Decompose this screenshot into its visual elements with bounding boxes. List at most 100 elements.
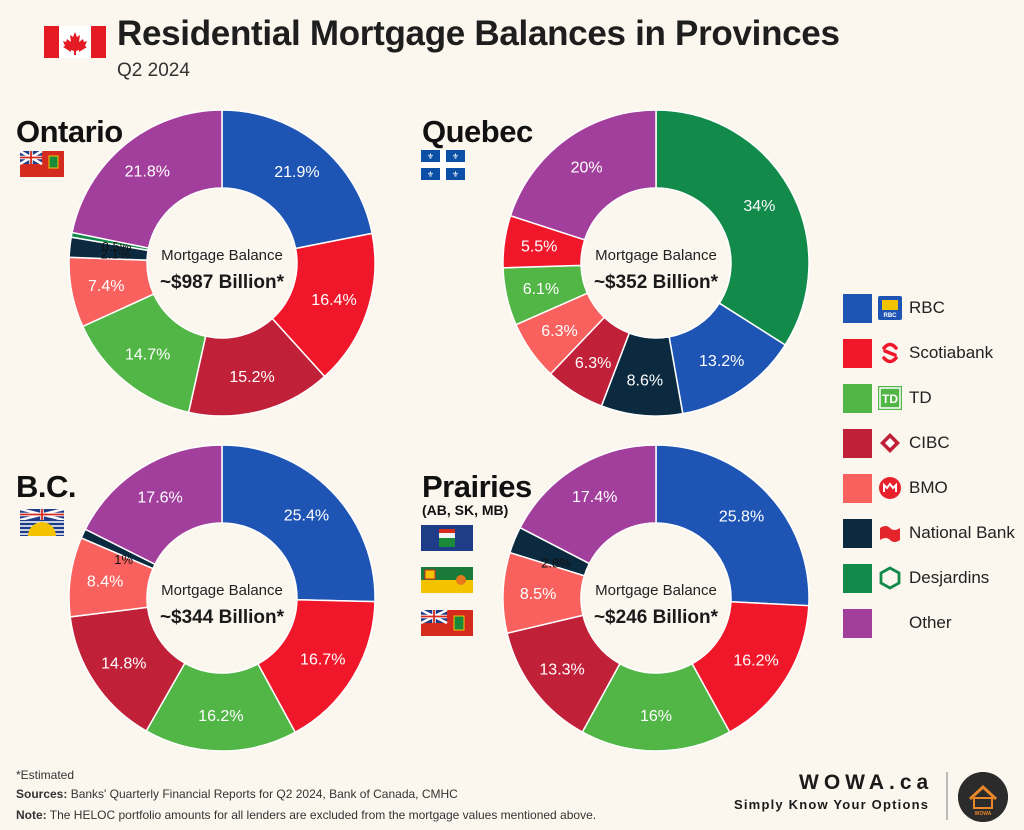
svg-text:⚜: ⚜: [452, 170, 459, 179]
slice-label-b-c--cibc: 14.8%: [101, 655, 146, 672]
slice-label-b-c--other: 17.6%: [137, 490, 182, 507]
brand-name: WOWA.ca: [799, 771, 934, 794]
center-label-quebec: Mortgage Balance: [595, 247, 717, 264]
slice-label-ontario-bmo: 7.4%: [88, 278, 124, 295]
alberta-flag-icon: [421, 525, 473, 551]
note-text: The HELOC portfolio amounts for all lend…: [46, 808, 597, 822]
legend-swatch-td: [843, 383, 872, 413]
slice-label-b-c--national-bank: 1%: [114, 552, 133, 567]
slice-label-ontario-scotiabank: 16.4%: [311, 292, 356, 309]
province-title-quebec: Quebec: [422, 114, 533, 149]
province-title-prairies: Prairies: [422, 469, 532, 504]
slice-label-prairies-cibc: 13.3%: [539, 661, 584, 678]
footnote-note: Note: The HELOC portfolio amounts for al…: [16, 808, 596, 822]
slice-label-b-c--scotiabank: 16.7%: [300, 651, 345, 668]
center-label-prairies: Mortgage Balance: [595, 582, 717, 599]
slice-prairies-other: [519, 444, 657, 565]
center-total-b-c-: ~$344 Billion*: [160, 607, 285, 628]
legend-item-other: Other: [843, 607, 952, 639]
legend-swatch-scotiabank: [843, 338, 872, 368]
legend-item-national-bank: National Bank: [843, 517, 1015, 549]
province-subtitle-prairies: (AB, SK, MB): [422, 502, 509, 518]
brand-divider: [946, 772, 948, 820]
legend-label-desjardins: Desjardins: [909, 568, 990, 587]
page-subtitle: Q2 2024: [117, 60, 190, 81]
manitoba-flag-icon: [421, 610, 473, 636]
slice-ontario-cibc: [187, 317, 326, 417]
quebec-flag-icon: ⚜ ⚜ ⚜ ⚜: [421, 150, 465, 180]
slice-label-quebec-rbc: 13.2%: [699, 353, 744, 370]
desjardins-logo-icon: [879, 566, 901, 590]
slice-b-c--rbc: [221, 444, 376, 603]
legend-swatch-rbc: [843, 293, 872, 323]
svg-text:⚜: ⚜: [452, 152, 459, 161]
slice-quebec-other: [509, 109, 657, 241]
slice-b-c--td: [145, 662, 297, 752]
cibc-logo-icon: [880, 433, 900, 453]
ontario-flag-icon: [20, 151, 64, 177]
slice-label-quebec-other: 20%: [571, 160, 603, 177]
slice-label-quebec-bmo: 6.3%: [541, 323, 577, 340]
legend-swatch-other: [843, 608, 872, 638]
slice-label-prairies-national-bank: 2.8%: [541, 556, 571, 571]
svg-text:TD: TD: [882, 392, 898, 406]
page-title: Residential Mortgage Balances in Provinc…: [117, 14, 840, 53]
wowa-logo-text: WOWA: [975, 811, 992, 817]
td-logo-icon: TD: [878, 386, 902, 410]
legend-label-cibc: CIBC: [909, 433, 950, 452]
wowa-logo-icon: WOWA: [958, 772, 1008, 822]
footnote-estimated: *Estimated: [16, 768, 75, 782]
slice-label-ontario-cibc: 15.2%: [229, 369, 274, 386]
legend-item-cibc: CIBC: [843, 427, 950, 459]
slice-b-c--other: [84, 444, 223, 566]
svg-text:RBC: RBC: [884, 313, 898, 319]
legend-label-scotiabank: Scotiabank: [909, 343, 994, 362]
slice-label-ontario-national-bank: 2.1%: [101, 246, 131, 261]
province-title-bc: B.C.: [16, 469, 77, 504]
footnote-sources: Sources: Banks' Quarterly Financial Repo…: [16, 787, 458, 801]
slice-label-prairies-bmo: 8.5%: [520, 586, 556, 603]
svg-text:⚜: ⚜: [427, 152, 434, 161]
bmo-logo-icon: [879, 477, 901, 499]
national-bank-logo-icon: [880, 526, 900, 542]
legend-label-bmo: BMO: [909, 478, 948, 497]
scotiabank-logo-icon: [882, 342, 898, 364]
saskatchewan-flag-icon: [421, 567, 473, 593]
slice-quebec-desjardins: [655, 109, 810, 347]
slice-label-quebec-desjardins: 34%: [743, 198, 775, 215]
legend-item-desjardins: Desjardins: [843, 562, 989, 594]
legend-label-other: Other: [909, 613, 952, 632]
center-label-ontario: Mortgage Balance: [161, 247, 283, 264]
center-total-quebec: ~$352 Billion*: [594, 272, 719, 293]
legend-item-rbc: RBC RBC: [843, 292, 945, 324]
slice-label-ontario-rbc: 21.9%: [274, 164, 319, 181]
legend-label-national-bank: National Bank: [909, 523, 1015, 542]
slice-label-prairies-scotiabank: 16.2%: [733, 653, 778, 670]
slice-label-prairies-other: 17.4%: [572, 489, 617, 506]
province-title-ontario: Ontario: [16, 114, 123, 149]
legend-swatch-national-bank: [843, 518, 872, 548]
slice-label-quebec-national-bank: 8.6%: [627, 372, 663, 389]
note-label: Note:: [16, 808, 47, 822]
slice-label-quebec-cibc: 6.3%: [575, 355, 611, 372]
center-total-ontario: ~$987 Billion*: [160, 272, 285, 293]
legend-swatch-cibc: [843, 428, 872, 458]
slice-ontario-rbc: [221, 109, 373, 250]
center-label-b-c-: Mortgage Balance: [161, 582, 283, 599]
rbc-logo-icon: RBC: [878, 296, 902, 320]
legend-label-rbc: RBC: [909, 298, 945, 317]
slice-label-b-c--bmo: 8.4%: [87, 574, 123, 591]
slice-prairies-rbc: [655, 444, 810, 607]
svg-text:⚜: ⚜: [427, 170, 434, 179]
slice-label-prairies-rbc: 25.8%: [719, 509, 764, 526]
slice-label-quebec-td: 6.1%: [523, 281, 559, 298]
legend-item-td: TD TD: [843, 382, 932, 414]
slice-prairies-scotiabank: [691, 600, 810, 734]
slice-label-ontario-td: 14.7%: [125, 347, 170, 364]
canada-flag-icon: [44, 26, 106, 58]
center-total-prairies: ~$246 Billion*: [594, 607, 719, 628]
slice-label-b-c--rbc: 25.4%: [284, 508, 329, 525]
brand-tagline: Simply Know Your Options: [734, 797, 930, 812]
slice-label-prairies-td: 16%: [640, 708, 672, 725]
